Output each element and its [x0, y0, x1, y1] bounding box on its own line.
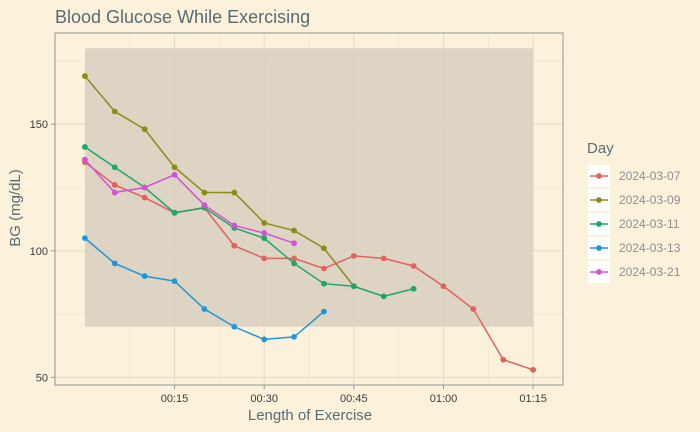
- data-point: [141, 273, 148, 280]
- data-point: [111, 189, 118, 196]
- data-point: [291, 227, 297, 234]
- legend-label: 2024-03-11: [619, 217, 680, 231]
- data-point: [291, 333, 297, 340]
- data-point: [291, 260, 297, 267]
- x-tick-label: 01:00: [430, 393, 458, 405]
- data-point: [171, 171, 178, 178]
- series-line: [84, 146, 414, 298]
- target-range-band: [84, 48, 534, 327]
- data-point: [321, 245, 327, 252]
- x-axis-title: Length of Exercise: [248, 407, 372, 424]
- x-tick-label: 00:45: [340, 393, 368, 405]
- data-point: [261, 336, 268, 343]
- y-tick-label: 100: [30, 246, 48, 258]
- data-point: [410, 263, 417, 269]
- data-point: [111, 182, 118, 188]
- data-point: [231, 189, 238, 196]
- data-point: [350, 283, 357, 290]
- legend-title: Day: [587, 140, 614, 157]
- y-tick-label: 150: [30, 119, 48, 131]
- data-point: [350, 252, 357, 259]
- series-line: [84, 161, 534, 371]
- data-point: [141, 194, 148, 201]
- data-point: [410, 285, 417, 292]
- series-line: [84, 75, 355, 287]
- data-point: [231, 222, 238, 229]
- y-axis-title: BG (mg/dL): [7, 169, 24, 247]
- data-point: [81, 235, 88, 242]
- data-point: [530, 366, 537, 373]
- data-point: [201, 189, 208, 196]
- data-point: [171, 164, 178, 171]
- data-point: [380, 293, 387, 300]
- legend-key-point: [596, 173, 602, 179]
- x-tick-label: 01:15: [519, 393, 547, 405]
- data-point: [291, 240, 297, 247]
- legend-key-point: [596, 269, 602, 275]
- legend-label: 2024-03-09: [619, 193, 681, 207]
- chart-title: Blood Glucose While Exercising: [55, 7, 310, 27]
- y-tick-label: 50: [36, 372, 48, 384]
- data-point: [111, 164, 118, 171]
- legend: 2024-03-07 2024-03-09 2024-03-11 2024-03-13…: [588, 165, 681, 283]
- data-point: [261, 235, 268, 242]
- legend-label: 2024-03-21: [619, 265, 681, 279]
- data-point: [321, 265, 327, 272]
- data-point: [261, 230, 268, 236]
- legend-key-point: [596, 197, 602, 203]
- data-point: [231, 323, 238, 330]
- data-point: [171, 278, 178, 285]
- data-point: [321, 308, 327, 315]
- data-point: [231, 242, 238, 249]
- data-point: [291, 255, 297, 262]
- data-point: [261, 220, 268, 226]
- data-point: [201, 306, 208, 312]
- data-point: [380, 255, 387, 262]
- x-tick-label: 00:30: [250, 393, 278, 405]
- legend-key-point: [596, 245, 602, 251]
- data-point: [111, 108, 118, 115]
- data-point: [111, 260, 118, 267]
- data-point: [261, 255, 268, 262]
- data-point: [171, 209, 178, 216]
- series-line: [84, 159, 295, 244]
- x-tick-label: 00:15: [161, 393, 189, 405]
- legend-label: 2024-03-13: [619, 241, 681, 255]
- data-point: [470, 306, 477, 312]
- legend-label: 2024-03-07: [619, 169, 681, 183]
- plot-panel-border: [54, 32, 564, 386]
- data-point: [141, 126, 148, 133]
- data-point: [440, 283, 447, 290]
- data-point: [81, 73, 88, 79]
- data-point: [500, 356, 507, 363]
- data-point: [81, 156, 88, 163]
- data-point: [321, 280, 327, 287]
- data-point: [141, 184, 148, 191]
- data-point: [201, 202, 208, 209]
- data-point: [81, 144, 88, 150]
- legend-key-point: [596, 221, 602, 227]
- plot-area: 00:15 00:30 00:45 01:00 01:15 50 100 150: [30, 32, 564, 405]
